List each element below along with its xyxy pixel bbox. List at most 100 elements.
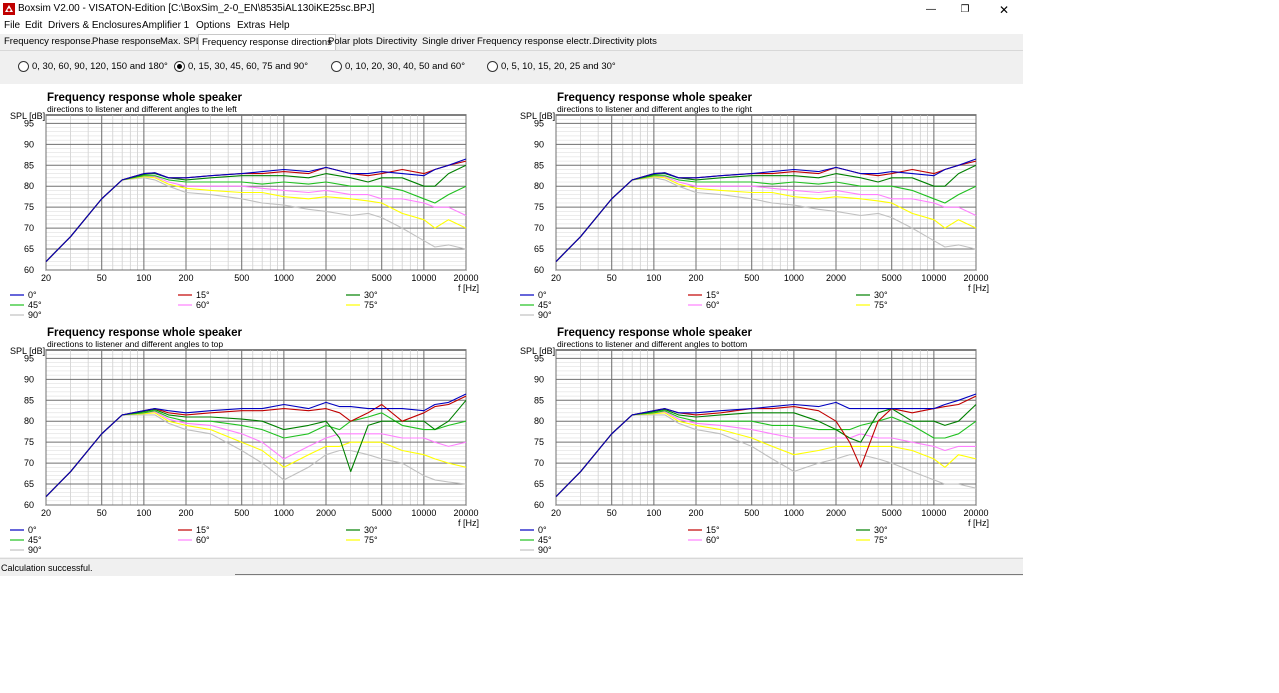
y-tick-label: 85	[534, 395, 544, 405]
menu-amplifier[interactable]: Amplifier 1	[142, 20, 190, 31]
close-button[interactable]: ✕	[998, 2, 1010, 17]
x-tick-label: 100	[646, 508, 661, 518]
tab-frequency-response-electrical[interactable]: Frequency response electr..	[477, 36, 595, 47]
radio-circle-selected[interactable]	[174, 61, 185, 72]
minimize-button[interactable]: —	[926, 4, 936, 15]
tab-max-spl[interactable]: Max. SPL	[160, 36, 202, 47]
legend-label: 60°	[196, 300, 210, 310]
plot-area	[45, 349, 467, 506]
tab-directivity-plots[interactable]: Directivity plots	[593, 36, 657, 47]
y-tick-label: 90	[534, 374, 544, 384]
x-tick-label: 2000	[316, 508, 336, 518]
y-tick-label: 90	[24, 374, 34, 384]
legend-label: 45°	[538, 535, 552, 545]
x-tick-label: 200	[178, 273, 193, 283]
y-tick-label: 60	[534, 500, 544, 510]
series-line-3	[555, 404, 977, 497]
y-tick-label: 70	[24, 223, 34, 233]
y-tick-label: 65	[24, 479, 34, 489]
legend-label: 75°	[364, 535, 378, 545]
menu-drivers-enclosures[interactable]: Drivers & Enclosures	[48, 20, 142, 31]
angle-set-selector: 0, 30, 60, 90, 120, 150 and 180° 0, 15, …	[0, 51, 1023, 84]
x-axis-label: f [Hz]	[458, 518, 479, 528]
x-tick-label: 500	[744, 273, 759, 283]
y-tick-label: 95	[534, 118, 544, 128]
x-tick-label: 20	[41, 508, 51, 518]
radio-angles-5[interactable]: 0, 5, 10, 15, 20, 25 and 30°	[487, 61, 616, 72]
x-tick-label: 1000	[784, 273, 804, 283]
legend-label: 90°	[28, 310, 42, 320]
x-tick-label: 20000	[963, 508, 988, 518]
tab-directivity[interactable]: Directivity	[376, 36, 418, 47]
legend-label: 30°	[364, 525, 378, 535]
legend-label: 90°	[538, 310, 552, 320]
legend-label: 30°	[364, 290, 378, 300]
status-bar: Calculation successful.	[0, 558, 1023, 576]
menu-help[interactable]: Help	[269, 20, 290, 31]
y-tick-label: 65	[534, 479, 544, 489]
radio-label: 0, 10, 20, 30, 40, 50 and 60°	[345, 61, 466, 72]
frequency-chart-3: Frequency response whole speakerdirectio…	[10, 327, 479, 555]
tab-phase-response[interactable]: Phase response	[92, 36, 161, 47]
chart-title: Frequency response whole speaker	[47, 327, 242, 339]
radio-angles-30[interactable]: 0, 30, 60, 90, 120, 150 and 180°	[18, 61, 168, 72]
series-line-4	[555, 175, 977, 262]
tab-polar-plots[interactable]: Polar plots	[328, 36, 373, 47]
x-tick-label: 200	[178, 508, 193, 518]
radio-label: 0, 15, 30, 45, 60, 75 and 90°	[188, 61, 309, 72]
x-tick-label: 20	[551, 508, 561, 518]
frequency-chart-1: Frequency response whole speakerdirectio…	[10, 92, 479, 320]
radio-angles-15[interactable]: 0, 15, 30, 45, 60, 75 and 90°	[174, 61, 308, 72]
legend-label: 15°	[706, 290, 720, 300]
tab-frequency-response-directions[interactable]: Frequency response directions	[198, 34, 336, 50]
chart-subtitle: directions to listener and different ang…	[47, 104, 237, 114]
menu-edit[interactable]: Edit	[25, 20, 43, 31]
x-tick-label: 500	[234, 273, 249, 283]
radio-angles-10[interactable]: 0, 10, 20, 30, 40, 50 and 60°	[331, 61, 465, 72]
menu-options[interactable]: Options	[196, 20, 231, 31]
status-text: Calculation successful.	[1, 563, 93, 573]
menu-extras[interactable]: Extras	[237, 20, 266, 31]
x-tick-label: 100	[646, 273, 661, 283]
chart-subtitle: directions to listener and different ang…	[557, 104, 753, 114]
legend-label: 15°	[196, 525, 210, 535]
series-line-4	[45, 410, 467, 497]
y-tick-label: 90	[534, 139, 544, 149]
x-tick-label: 20	[551, 273, 561, 283]
y-tick-label: 85	[534, 160, 544, 170]
x-tick-label: 20000	[453, 273, 478, 283]
horizontal-scrollbar[interactable]	[235, 574, 1023, 575]
y-tick-label: 95	[24, 353, 34, 363]
y-axis-label: SPL [dB]	[10, 346, 45, 356]
legend-label: 30°	[874, 525, 888, 535]
title-bar: Boxsim V2.00 - VISATON-Edition [C:\BoxSi…	[0, 0, 1023, 19]
tab-single-driver[interactable]: Single driver	[422, 36, 475, 47]
radio-label: 0, 5, 10, 15, 20, 25 and 30°	[501, 61, 616, 72]
y-tick-label: 65	[24, 244, 34, 254]
legend-label: 45°	[28, 300, 42, 310]
maximize-button[interactable]: ❐	[960, 4, 970, 15]
x-tick-label: 100	[136, 508, 151, 518]
x-tick-label: 5000	[882, 508, 902, 518]
x-tick-label: 1000	[274, 508, 294, 518]
y-tick-label: 75	[534, 437, 544, 447]
y-tick-label: 60	[24, 265, 34, 275]
radio-circle[interactable]	[487, 61, 498, 72]
menu-bar: File Edit Drivers & Enclosures Amplifier…	[0, 19, 1023, 34]
series-line-3	[45, 399, 467, 497]
radio-circle[interactable]	[331, 61, 342, 72]
x-tick-label: 2000	[826, 273, 846, 283]
menu-file[interactable]: File	[4, 20, 21, 31]
tab-frequency-response[interactable]: Frequency response.	[4, 36, 94, 47]
x-tick-label: 50	[607, 273, 617, 283]
legend-label: 60°	[706, 300, 720, 310]
radio-circle[interactable]	[18, 61, 29, 72]
legend-label: 45°	[538, 300, 552, 310]
x-tick-label: 10000	[411, 273, 436, 283]
legend-label: 30°	[874, 290, 888, 300]
radio-label: 0, 30, 60, 90, 120, 150 and 180°	[32, 61, 168, 72]
chart-title: Frequency response whole speaker	[557, 92, 752, 104]
y-axis-label: SPL [dB]	[10, 111, 45, 121]
y-tick-label: 70	[24, 458, 34, 468]
y-tick-label: 95	[24, 118, 34, 128]
